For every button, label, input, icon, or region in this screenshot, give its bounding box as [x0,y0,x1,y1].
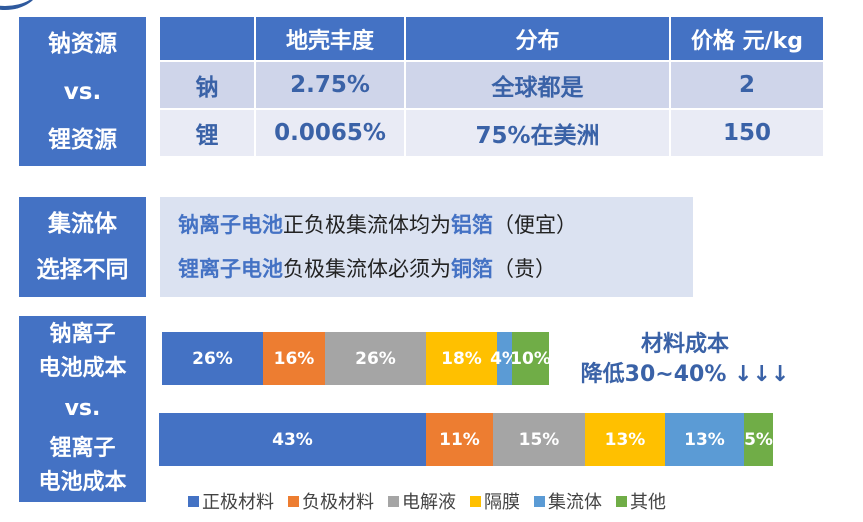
legend-swatch-icon [616,495,627,507]
label-line: 电池成本 [38,470,127,495]
legend-item: 电解液 [388,488,456,514]
body-text: 负极集流体必须为 [283,257,451,281]
distribution-cell: 75%在美洲 [405,109,671,158]
highlight-text: 钠离子电池 [178,213,283,237]
bar-segment-electrolyte: 15% [493,413,585,466]
bar-segment-separator: 18% [426,332,497,385]
price-cell: 2 [670,61,825,110]
body-text: （便宜） [493,213,577,237]
callout-line: 材料成本 [640,332,729,357]
legend-label: 集流体 [548,492,602,513]
header-cell: 价格 元/kg [670,17,825,62]
legend-item: 集流体 [534,488,602,514]
highlight-text: 铜箔 [451,257,493,281]
price-cell: 150 [670,109,825,158]
resources-label: 钠资源 vs. 锂资源 [19,17,146,166]
legend-swatch-icon [388,495,399,507]
lithium-cost-bar: 43% 11% 15% 13% 13% 5% [159,413,773,466]
bar-segment-cathode: 43% [159,413,426,466]
collector-label: 集流体 选择不同 [19,197,146,297]
legend-label: 负极材料 [302,492,374,513]
legend-item: 负极材料 [288,488,374,514]
bar-segment-electrolyte: 26% [325,332,426,385]
legend-item: 正极材料 [188,488,274,514]
bar-segment-separator: 13% [585,413,665,466]
chart-legend: 正极材料 负极材料 电解液 隔膜 集流体 其他 [188,488,666,514]
bar-segment-other: 10% [510,332,551,385]
sodium-cost-bar: 26% 16% 26% 18% 4% 10% [162,332,551,385]
header-cell: 地壳丰度 [255,17,406,62]
distribution-cell: 全球都是 [405,61,671,110]
legend-swatch-icon [188,495,199,507]
abundance-cell: 2.75% [255,61,406,110]
legend-label: 其他 [630,492,666,513]
body-text: （贵） [493,257,556,281]
bar-segment-collector: 13% [665,413,744,466]
legend-item: 隔膜 [470,488,520,514]
decorative-corner [0,0,40,10]
legend-label: 隔膜 [484,492,520,513]
label-line: 选择不同 [36,257,129,283]
bar-segment-collector: 4% [490,332,519,385]
legend-item: 其他 [616,488,666,514]
table-header-row: 地壳丰度 分布 价格 元/kg [160,17,825,62]
collector-line-sodium: 钠离子电池正负极集流体均为铝箔（便宜） [178,203,693,247]
highlight-text: 铝箔 [451,213,493,237]
legend-swatch-icon [534,495,545,507]
label-line: vs. [64,396,101,421]
cost-label: 钠离子 电池成本 vs. 锂离子 电池成本 [19,316,146,502]
cost-reduction-callout: 材料成本 降低30~40% ↓↓↓ [570,330,800,390]
collector-line-lithium: 锂离子电池负极集流体必须为铜箔（贵） [178,247,693,291]
bar-segment-anode: 16% [263,332,325,385]
highlight-text: 锂离子电池 [178,257,283,281]
table-row: 锂 0.0065% 75%在美洲 150 [160,109,825,158]
body-text: 正负极集流体均为 [283,213,451,237]
abundance-cell: 0.0065% [255,109,406,158]
label-line: 电池成本 [38,356,127,381]
label-line: vs. [63,78,102,105]
label-line: 钠离子 [49,322,116,347]
callout-line: 降低30~40% ↓↓↓ [580,362,790,387]
table-row: 钠 2.75% 全球都是 2 [160,61,825,110]
resource-table: 地壳丰度 分布 价格 元/kg 钠 2.75% 全球都是 2 锂 0.0065%… [160,17,825,158]
label-line: 锂离子 [49,436,116,461]
element-cell: 钠 [160,61,256,110]
bar-segment-anode: 11% [426,413,493,466]
collector-panel: 钠离子电池正负极集流体均为铝箔（便宜） 锂离子电池负极集流体必须为铜箔（贵） [160,197,693,297]
legend-label: 正极材料 [202,492,274,513]
header-cell: 分布 [405,17,671,62]
element-cell: 锂 [160,109,256,158]
legend-label: 电解液 [402,492,456,513]
bar-segment-cathode: 26% [162,332,263,385]
legend-swatch-icon [470,495,481,507]
label-line: 锂资源 [48,126,117,153]
label-line: 钠资源 [48,30,117,57]
bar-segment-other: 5% [744,413,773,466]
label-line: 集流体 [48,211,117,237]
legend-swatch-icon [288,495,299,507]
header-cell [160,17,256,62]
